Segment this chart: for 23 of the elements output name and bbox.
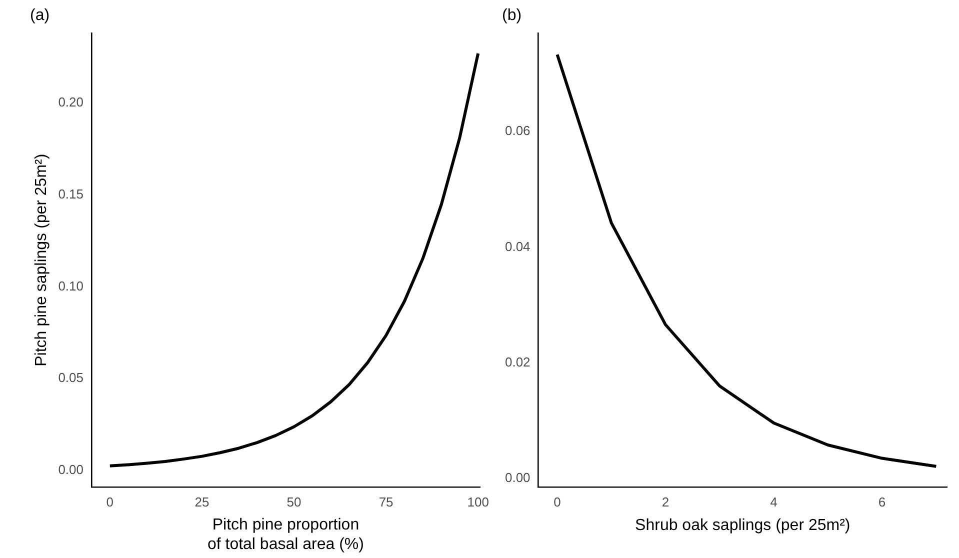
x-tick-label: 2	[662, 494, 670, 510]
x-tick-label: 50	[286, 494, 302, 510]
y-tick-label: 0.06	[504, 123, 530, 138]
y-tick-label: 0.20	[58, 94, 84, 110]
chart-title: (a)	[30, 7, 50, 24]
y-tick-label: 0.04	[504, 238, 530, 254]
x-tick-label: 6	[878, 494, 886, 510]
y-tick-label: 0.15	[58, 186, 84, 202]
x-axis-title: Shrub oak saplings (per 25m²)	[635, 516, 850, 534]
y-tick-label: 0.00	[58, 462, 84, 478]
y-tick-label: 0.05	[58, 370, 84, 386]
y-axis-title: Pitch pine saplings (per 25m²)	[33, 154, 50, 366]
x-tick-label: 75	[378, 494, 394, 510]
x-tick-label: 0	[106, 494, 114, 510]
chart-title: (b)	[502, 7, 522, 24]
y-tick-label: 0.02	[504, 354, 530, 370]
y-tick-label: 0.00	[504, 470, 530, 486]
x-tick-label: 4	[770, 494, 778, 510]
x-tick-label: 0	[554, 494, 561, 510]
x-tick-label: 25	[194, 494, 210, 510]
x-tick-label: 100	[467, 494, 489, 510]
x-axis-title: Pitch pine proportion of total basal area (%)	[207, 516, 364, 553]
y-tick-label: 0.10	[58, 278, 84, 294]
